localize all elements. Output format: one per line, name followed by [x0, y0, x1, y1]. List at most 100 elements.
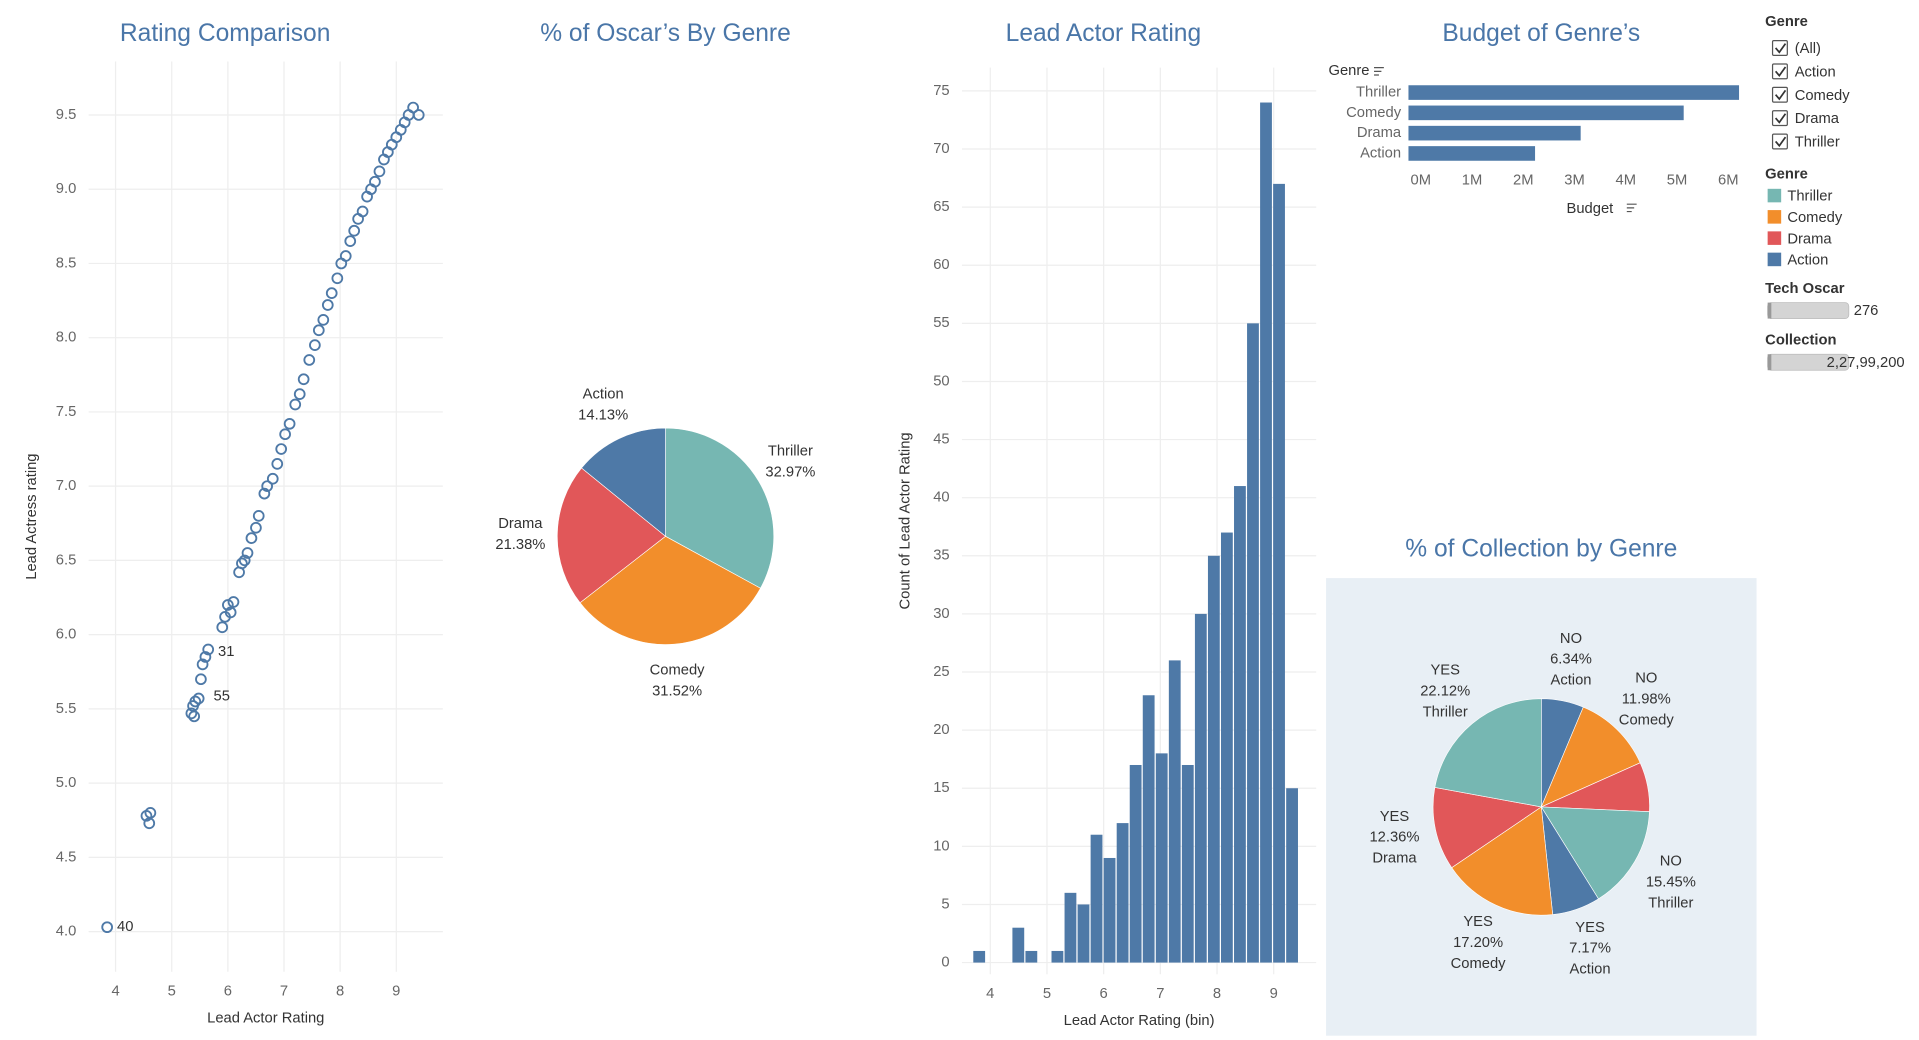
pie-slice	[1432, 787, 1543, 869]
x-tick-label: 8	[1213, 986, 1221, 1002]
bar	[1260, 102, 1272, 963]
y-tick-label: 15	[933, 780, 949, 796]
slice-label: Thriller	[1423, 704, 1468, 720]
point	[258, 487, 271, 500]
x-tick-label: 6	[224, 983, 232, 999]
bar	[1155, 753, 1168, 963]
slider-title: Tech Oscar	[1765, 281, 1845, 297]
point	[195, 673, 207, 686]
x-tick-label: 5	[168, 983, 176, 999]
x-tick-label: 5M	[1667, 173, 1688, 189]
point	[236, 557, 248, 570]
x-tick-label: 4	[111, 983, 119, 999]
pie-slice	[1434, 698, 1542, 808]
y-tick-label: 9.5	[56, 107, 77, 123]
y-tick-label: 6.5	[56, 552, 77, 568]
point	[356, 205, 369, 218]
checkbox[interactable]	[1771, 133, 1788, 150]
filter-option[interactable]: Thriller	[1795, 135, 1840, 151]
point	[216, 621, 229, 634]
x-tick-label: 9	[392, 983, 400, 999]
slider-handle[interactable]	[1767, 302, 1772, 319]
slice-value: 12.36%	[1369, 830, 1419, 846]
slice-value: 32.97%	[765, 465, 815, 481]
slice-value: 11.98%	[1622, 692, 1671, 708]
bar	[1103, 857, 1116, 963]
slice-group: NO	[1635, 671, 1657, 687]
point	[312, 324, 325, 337]
point	[202, 643, 215, 656]
point	[339, 250, 352, 262]
slice-value: 6.34%	[1550, 652, 1592, 668]
y-tick-label: 45	[933, 431, 949, 447]
x-tick-label: 0M	[1411, 173, 1432, 189]
filter-option[interactable]: (All)	[1795, 41, 1821, 57]
point	[261, 480, 274, 493]
point	[321, 299, 334, 311]
filter-option[interactable]: Drama	[1795, 111, 1840, 127]
point	[227, 596, 240, 608]
slice-value: 17.20%	[1453, 935, 1503, 951]
x-tick-label: 7	[1156, 986, 1164, 1002]
pie-slice	[1540, 806, 1650, 900]
slice-label: Thriller	[768, 444, 813, 460]
checkbox[interactable]	[1771, 63, 1788, 80]
bar	[1234, 486, 1246, 963]
checkmark	[1774, 113, 1787, 124]
y-tick-label: 75	[933, 83, 949, 99]
point	[192, 692, 205, 705]
y-tick-label: 8.5	[56, 255, 77, 271]
y-tick-label: 5.0	[56, 775, 77, 791]
y-axis-title: Genre	[1329, 63, 1370, 79]
slice-group: NO	[1660, 854, 1682, 870]
slice-label: Comedy	[650, 662, 706, 678]
point	[189, 695, 202, 708]
bar	[1408, 146, 1536, 161]
checkbox[interactable]	[1771, 39, 1788, 56]
point	[245, 532, 258, 544]
slice-label: Action	[583, 387, 624, 403]
slice-value: 31.52%	[652, 683, 702, 699]
bar	[1181, 764, 1194, 963]
point	[369, 175, 381, 188]
point	[303, 354, 316, 366]
x-tick-label: 7	[280, 983, 288, 999]
point	[331, 272, 344, 285]
slider-value: 2,27,99,200	[1827, 355, 1905, 371]
bar	[1077, 904, 1090, 963]
legend-label: Thriller	[1787, 189, 1832, 205]
point	[252, 510, 265, 522]
slider-handle[interactable]	[1767, 354, 1772, 371]
bar	[973, 950, 986, 963]
filter-option[interactable]: Action	[1795, 64, 1836, 80]
filter-option[interactable]: Comedy	[1795, 88, 1851, 104]
x-tick-label: 2M	[1513, 173, 1534, 189]
bar	[1408, 85, 1740, 100]
point	[309, 339, 321, 351]
slice-label: Comedy	[1451, 956, 1507, 972]
bar	[1025, 950, 1038, 963]
bar	[1051, 950, 1064, 963]
y-tick-label: 50	[933, 373, 949, 389]
y-tick-label: 5	[941, 896, 949, 912]
y-tick-label: 60	[933, 257, 949, 273]
bar	[1194, 613, 1207, 963]
legend-label: Action	[1787, 253, 1828, 269]
point	[275, 443, 288, 455]
y-tick-label: Comedy	[1346, 105, 1402, 121]
point	[271, 458, 284, 470]
point	[144, 807, 157, 819]
legend-label: Comedy	[1787, 210, 1843, 226]
slider-track[interactable]	[1767, 302, 1850, 319]
y-tick-label: Thriller	[1356, 84, 1401, 100]
checkbox[interactable]	[1771, 86, 1788, 103]
slice-value: 14.13%	[578, 408, 628, 424]
x-tick-label: 8	[336, 983, 344, 999]
point	[348, 224, 361, 237]
point	[199, 651, 212, 663]
y-tick-label: 55	[933, 315, 949, 331]
x-tick-label: 6M	[1718, 173, 1739, 189]
checkbox[interactable]	[1771, 110, 1788, 127]
pie-slice	[557, 467, 667, 604]
